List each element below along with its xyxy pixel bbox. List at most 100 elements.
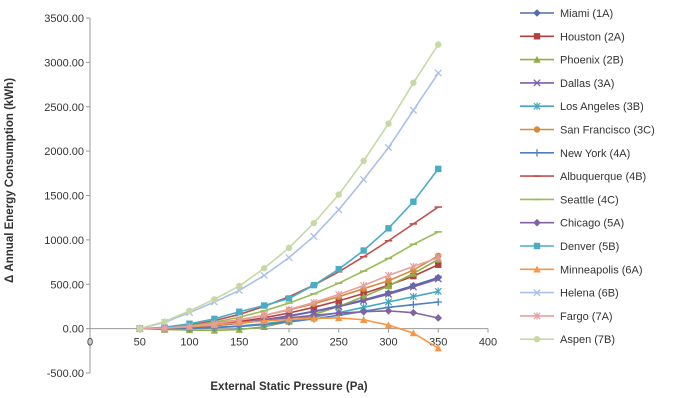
y-tick-label: 1000.00 bbox=[44, 235, 84, 247]
legend-item: Helena (6B) bbox=[520, 288, 619, 300]
x-tick-label: 400 bbox=[479, 337, 497, 349]
x-tick-label: 200 bbox=[280, 337, 298, 349]
data-point bbox=[434, 344, 442, 352]
legend-item: Dallas (3A) bbox=[520, 78, 614, 90]
data-point bbox=[285, 253, 293, 262]
legend-label: Los Angeles (3B) bbox=[560, 101, 644, 113]
data-point bbox=[533, 336, 541, 343]
y-tick-label: 500.00 bbox=[50, 279, 84, 291]
data-point bbox=[384, 143, 393, 152]
data-point bbox=[260, 302, 268, 309]
data-point bbox=[310, 304, 318, 311]
data-point bbox=[533, 79, 541, 87]
legend-item: Miami (1A) bbox=[520, 8, 613, 20]
series-14 bbox=[136, 253, 442, 333]
data-point bbox=[409, 292, 417, 301]
data-point bbox=[409, 300, 418, 309]
legend-item: Houston (2A) bbox=[520, 31, 625, 43]
legend-label: San Francisco (3C) bbox=[560, 125, 655, 137]
data-point bbox=[335, 265, 342, 273]
x-tick-label: 300 bbox=[379, 337, 397, 349]
data-point bbox=[409, 262, 417, 271]
data-point bbox=[533, 55, 541, 63]
y-axis-title: Δ Annual Energy Consumption (kWh) bbox=[4, 78, 16, 283]
y-tick-label: 2500.00 bbox=[44, 102, 84, 114]
data-point bbox=[409, 329, 418, 337]
data-point bbox=[210, 320, 218, 328]
legend-item: Minneapolis (6A) bbox=[520, 264, 643, 276]
legend-label: New York (4A) bbox=[560, 148, 630, 160]
data-point bbox=[410, 198, 417, 205]
y-tick-label: 1500.00 bbox=[44, 191, 84, 203]
data-point bbox=[161, 318, 168, 325]
x-tick-label: 250 bbox=[330, 337, 348, 349]
data-point bbox=[410, 79, 417, 86]
data-point bbox=[533, 126, 541, 133]
y-tick-label: 2000.00 bbox=[44, 146, 84, 158]
data-point bbox=[186, 307, 193, 315]
data-point bbox=[385, 277, 392, 284]
legend-label: Phoenix (2B) bbox=[560, 55, 624, 67]
data-point bbox=[236, 282, 243, 290]
legend-item: Aspen (7B) bbox=[520, 334, 615, 346]
legend-item: San Francisco (3C) bbox=[520, 125, 655, 137]
legend: Miami (1A) Houston (2A) Phoenix (2B) Dallas… bbox=[520, 8, 655, 346]
data-point bbox=[409, 106, 418, 114]
legend-label: Albuquerque (4B) bbox=[560, 171, 646, 183]
legend-label: Houston (2A) bbox=[560, 31, 625, 43]
legend-item: Fargo (7A) bbox=[520, 311, 613, 323]
data-point bbox=[285, 244, 293, 252]
data-point bbox=[335, 290, 343, 299]
data-point bbox=[260, 317, 268, 325]
legend-label: Chicago (5A) bbox=[560, 218, 624, 230]
data-point bbox=[285, 305, 293, 314]
data-point bbox=[359, 316, 368, 323]
data-point bbox=[211, 315, 218, 323]
data-point bbox=[310, 298, 318, 307]
data-point bbox=[533, 102, 541, 110]
x-tick-label: 150 bbox=[230, 337, 248, 349]
data-point bbox=[434, 69, 442, 77]
data-point bbox=[435, 41, 442, 48]
series-line bbox=[139, 44, 439, 330]
y-tick-label: 3500.00 bbox=[44, 13, 84, 25]
data-point bbox=[359, 175, 368, 184]
data-point bbox=[310, 281, 318, 289]
data-point bbox=[334, 309, 343, 317]
data-point bbox=[359, 307, 368, 316]
data-point bbox=[533, 218, 541, 227]
data-point bbox=[310, 219, 318, 227]
data-point bbox=[260, 311, 268, 320]
x-axis-title: External Static Pressure (Pa) bbox=[210, 381, 367, 393]
data-point bbox=[136, 325, 143, 332]
data-point bbox=[385, 225, 392, 232]
legend-item: Denver (5B) bbox=[520, 241, 619, 253]
legend-item: Seattle (4C) bbox=[520, 194, 619, 206]
data-point bbox=[409, 269, 418, 277]
data-point bbox=[310, 314, 318, 322]
data-point bbox=[533, 33, 541, 40]
y-tick-label: 0.00 bbox=[63, 324, 84, 336]
data-point bbox=[384, 290, 393, 298]
data-point bbox=[384, 282, 393, 290]
data-point bbox=[360, 247, 367, 254]
data-point bbox=[236, 308, 243, 315]
data-point bbox=[384, 321, 393, 329]
legend-label: Seattle (4C) bbox=[560, 194, 619, 206]
data-point bbox=[235, 316, 243, 324]
data-point bbox=[434, 287, 442, 296]
y-tick-label: 3000.00 bbox=[44, 57, 84, 69]
data-point bbox=[335, 206, 343, 214]
data-point bbox=[533, 9, 541, 17]
legend-item: Chicago (5A) bbox=[520, 218, 624, 230]
series-group bbox=[135, 41, 443, 352]
legend-label: Helena (6B) bbox=[560, 288, 619, 300]
data-point bbox=[435, 165, 442, 173]
data-point bbox=[409, 308, 418, 317]
legend-item: New York (4A) bbox=[520, 148, 630, 160]
data-point bbox=[533, 149, 541, 157]
data-point bbox=[533, 288, 541, 297]
legend-label: Dallas (3A) bbox=[560, 78, 614, 90]
data-point bbox=[260, 265, 268, 272]
data-point bbox=[434, 314, 443, 322]
